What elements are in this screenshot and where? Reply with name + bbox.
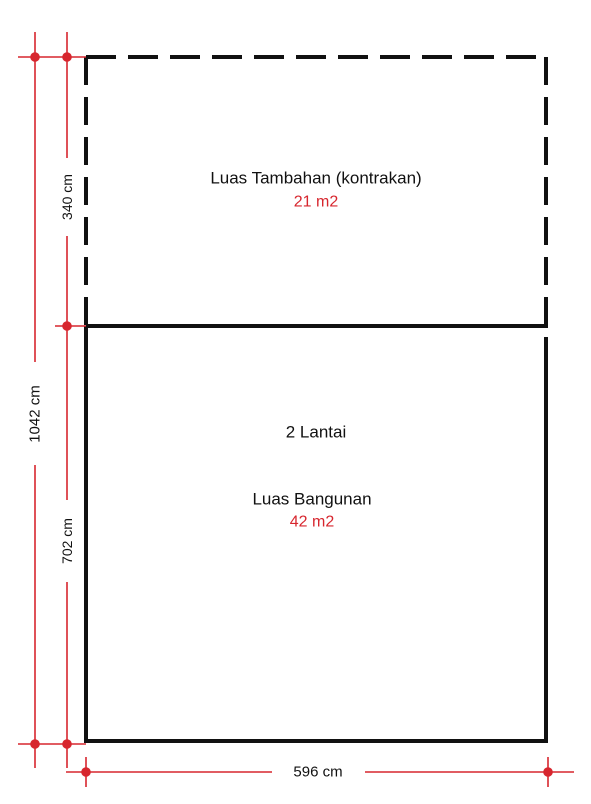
top-height-label: 340 cm (59, 174, 75, 220)
dimension-lines (18, 32, 574, 787)
bottom-height-label: 702 cm (59, 518, 75, 564)
bottom-room-floors: 2 Lantai (286, 423, 347, 442)
dimension-dot (62, 739, 72, 749)
dimension-dot (30, 52, 40, 62)
top-room-area: 21 m2 (294, 194, 339, 211)
room-outline (84, 55, 548, 743)
bottom-room-area: 42 m2 (290, 514, 335, 531)
dimension-dot (62, 321, 72, 331)
bottom-room-title: Luas Bangunan (252, 490, 371, 509)
dimension-dot (30, 739, 40, 749)
dimension-dot (62, 52, 72, 62)
top-room-title: Luas Tambahan (kontrakan) (210, 169, 421, 188)
width-label: 596 cm (293, 764, 342, 781)
dimension-dot (81, 767, 91, 777)
dimension-dot (543, 767, 553, 777)
total-height-label: 1042 cm (27, 385, 44, 443)
